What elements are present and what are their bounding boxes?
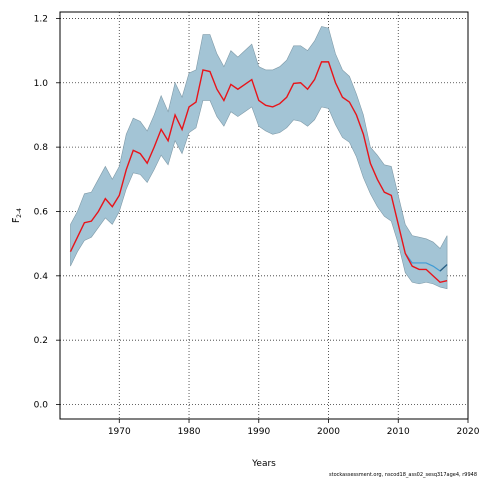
x-tick-label: 2020 (457, 427, 480, 437)
y-axis-label-sub: 2-4 (16, 208, 23, 218)
x-tick-label: 2000 (317, 427, 340, 437)
y-tick-label: 0.6 (34, 207, 49, 217)
x-tick-label: 1970 (108, 427, 131, 437)
estimate-line (69, 61, 448, 284)
forecast-line-tail (439, 264, 448, 272)
y-axis-label-main: F (12, 218, 22, 223)
x-tick-label: 2010 (387, 427, 410, 437)
confidence-band (70, 26, 448, 290)
forecast-line (404, 252, 448, 272)
y-tick-label: 1.2 (34, 14, 48, 24)
x-tick-label: 1990 (247, 427, 270, 437)
x-axis: 1970 1980 1990 2000 2010 2020 (108, 419, 480, 437)
x-axis-label: Years (251, 459, 276, 469)
y-tick-label: 0.4 (34, 272, 49, 282)
y-tick-label: 0.2 (34, 336, 48, 346)
x-tick-label: 1980 (178, 427, 201, 437)
y-tick-label: 0.8 (34, 143, 49, 153)
y-axis-label: F2-4 (12, 208, 23, 223)
y-tick-label: 1.0 (34, 79, 49, 89)
footer-source-text: stockassessment.org, nscod18_ass02_sesq3… (329, 472, 477, 478)
y-tick-label: 0.0 (34, 401, 49, 411)
y-axis: 0.0 0.2 0.4 0.6 0.8 1.0 1.2 (34, 14, 60, 411)
plot-frame (59, 11, 469, 420)
confidence-band-area (70, 26, 448, 290)
series-lines (69, 61, 448, 284)
